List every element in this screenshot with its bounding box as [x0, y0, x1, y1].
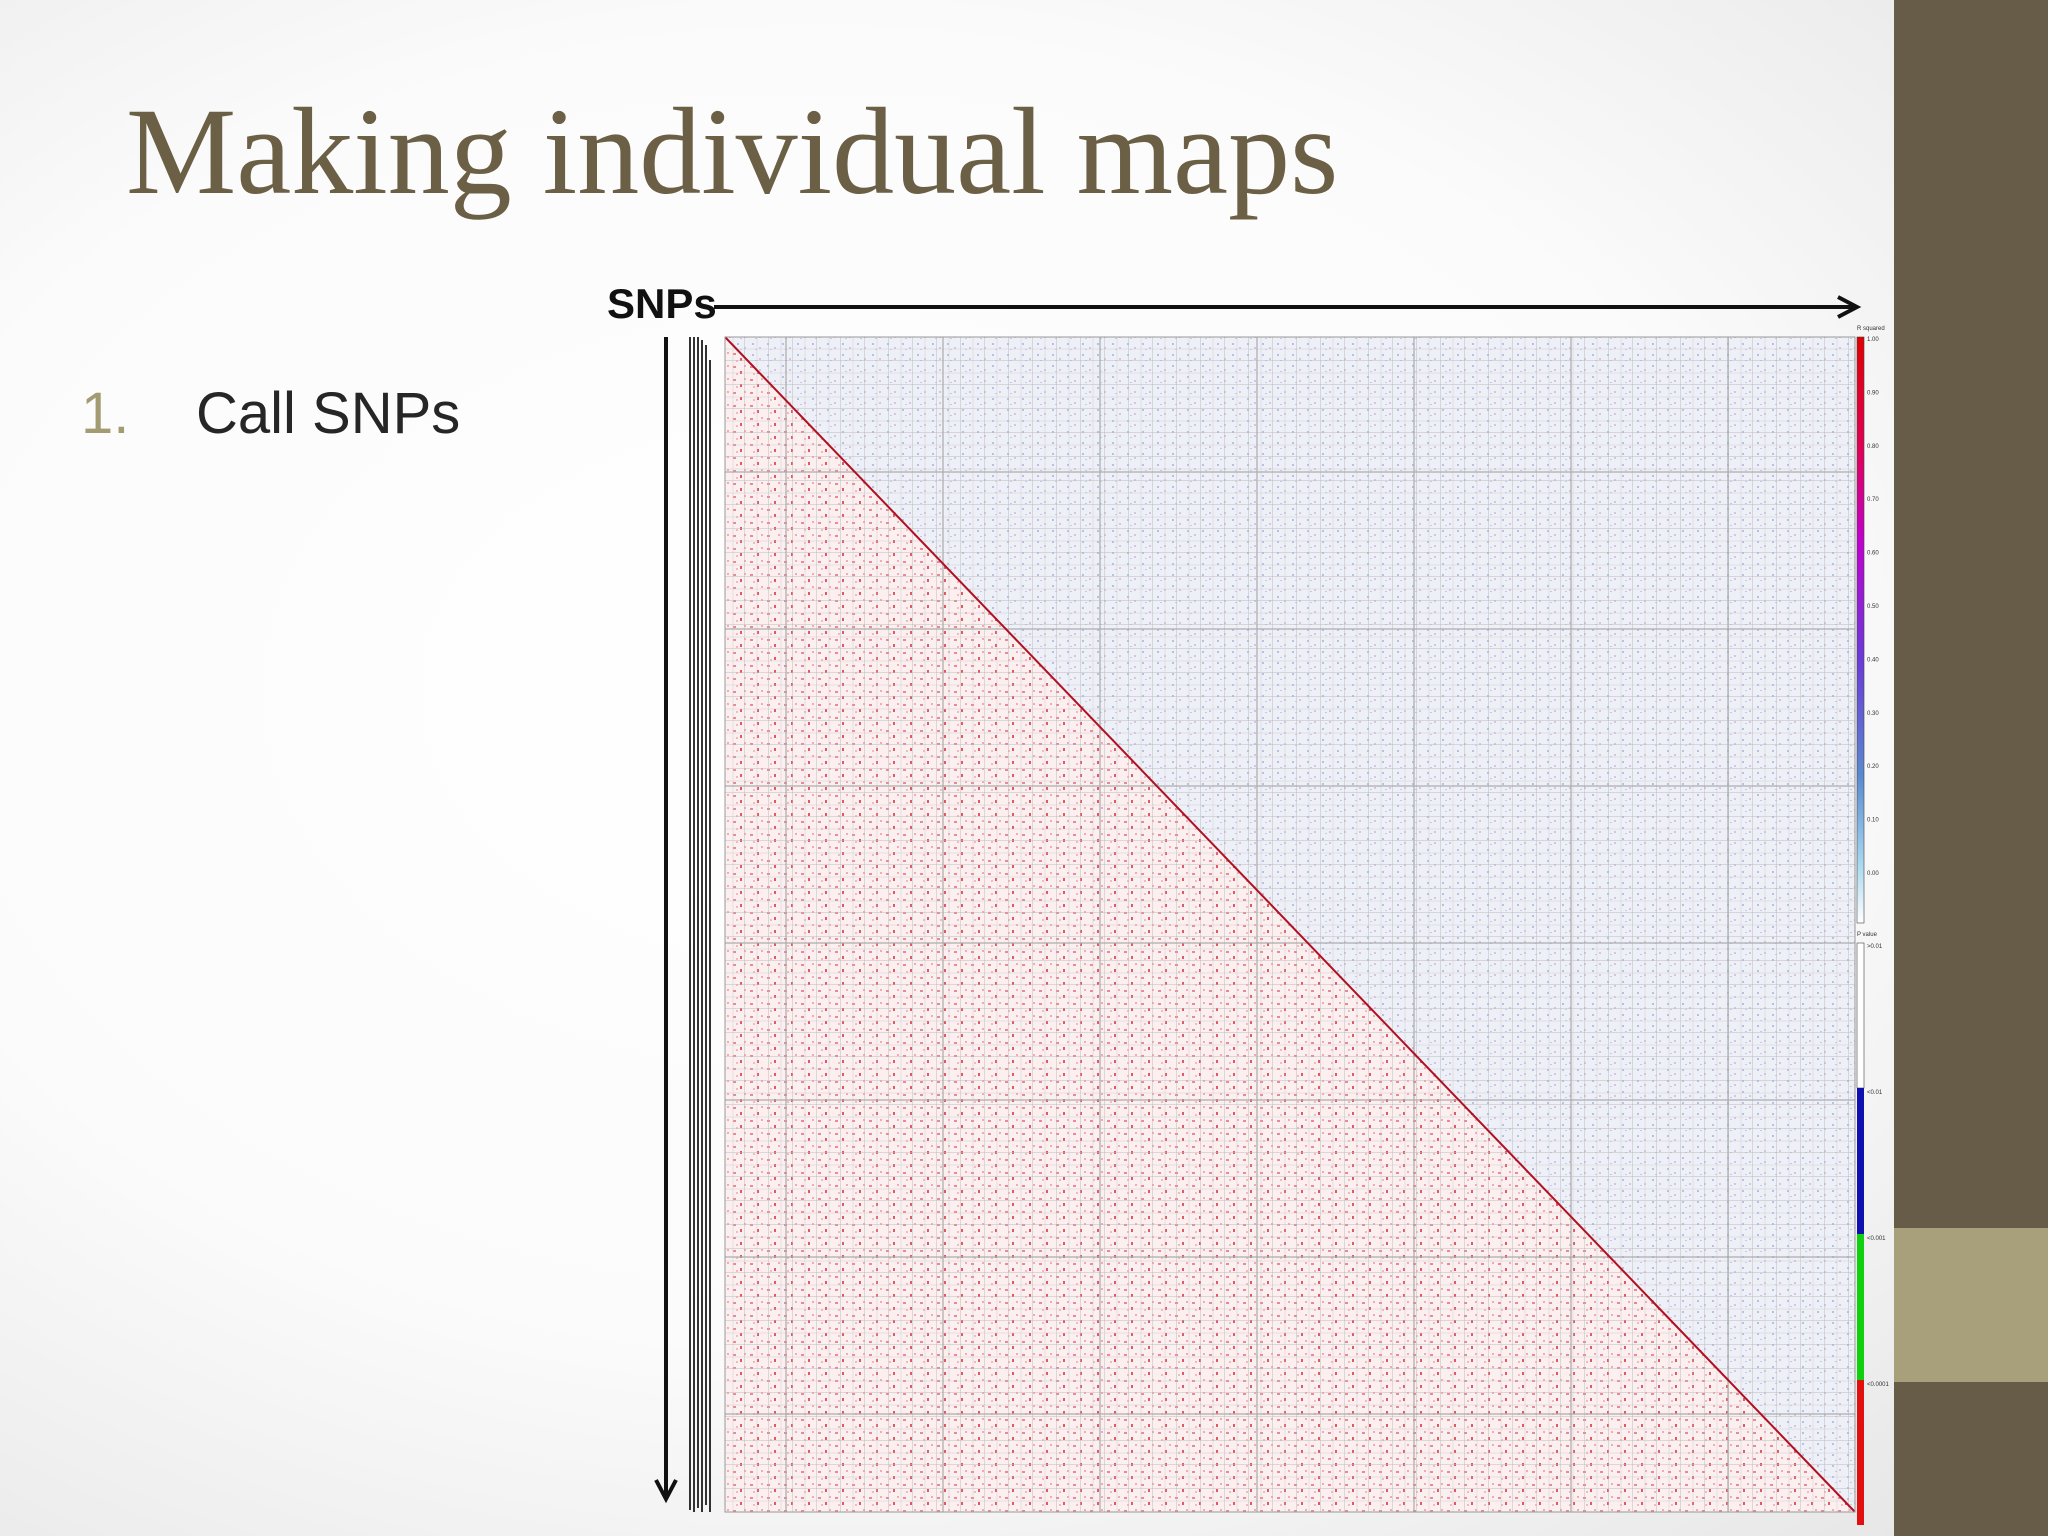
legend-label: 0.60: [1867, 551, 1879, 557]
legend-label: 0.00: [1867, 871, 1879, 877]
legend-label: 0.20: [1867, 764, 1879, 770]
legend-label: <0.01: [1867, 1090, 1883, 1096]
legend-label: 0.30: [1867, 711, 1879, 717]
legend-title: R squared: [1857, 326, 1885, 332]
slide-title: Making individual maps: [126, 83, 1339, 220]
legend-label: 0.80: [1867, 444, 1879, 450]
legend-title: P value: [1857, 932, 1878, 938]
legend-label: 0.10: [1867, 818, 1879, 824]
axis-label: SNPs: [607, 280, 717, 327]
legend-label: 0.70: [1867, 497, 1879, 503]
r-squared-bar: [1856, 336, 1865, 924]
legend: R squared P value 1.00 0.90 0.80 0.70 0.60 0.…: [1856, 326, 1890, 1525]
legend-label: <0.0001: [1867, 1382, 1890, 1388]
legend-label: 1.00: [1867, 337, 1879, 343]
list-text: Call SNPs: [196, 381, 461, 446]
x-arrowhead: [1837, 295, 1862, 319]
legend-label: >0.01: [1867, 944, 1883, 950]
p-bar-white: [1856, 942, 1865, 1089]
left-lines: [689, 337, 711, 1512]
legend-label: 0.40: [1867, 657, 1879, 663]
p-bar-green: [1857, 1234, 1864, 1380]
axis-arrows: [654, 295, 1862, 1504]
p-bar-blue: [1857, 1088, 1864, 1234]
legend-label: 0.90: [1867, 390, 1879, 396]
list-number: 1.: [81, 381, 130, 446]
diagonal: [724, 336, 1856, 1513]
heatmap: [724, 336, 1856, 1513]
sidebar-accent: [1894, 1228, 2048, 1382]
heatmap-border: [724, 336, 1856, 1513]
legend-label: 0.50: [1867, 604, 1879, 610]
y-arrowhead: [654, 1479, 678, 1504]
p-bar-red: [1857, 1380, 1864, 1525]
legend-label: <0.001: [1867, 1236, 1886, 1242]
